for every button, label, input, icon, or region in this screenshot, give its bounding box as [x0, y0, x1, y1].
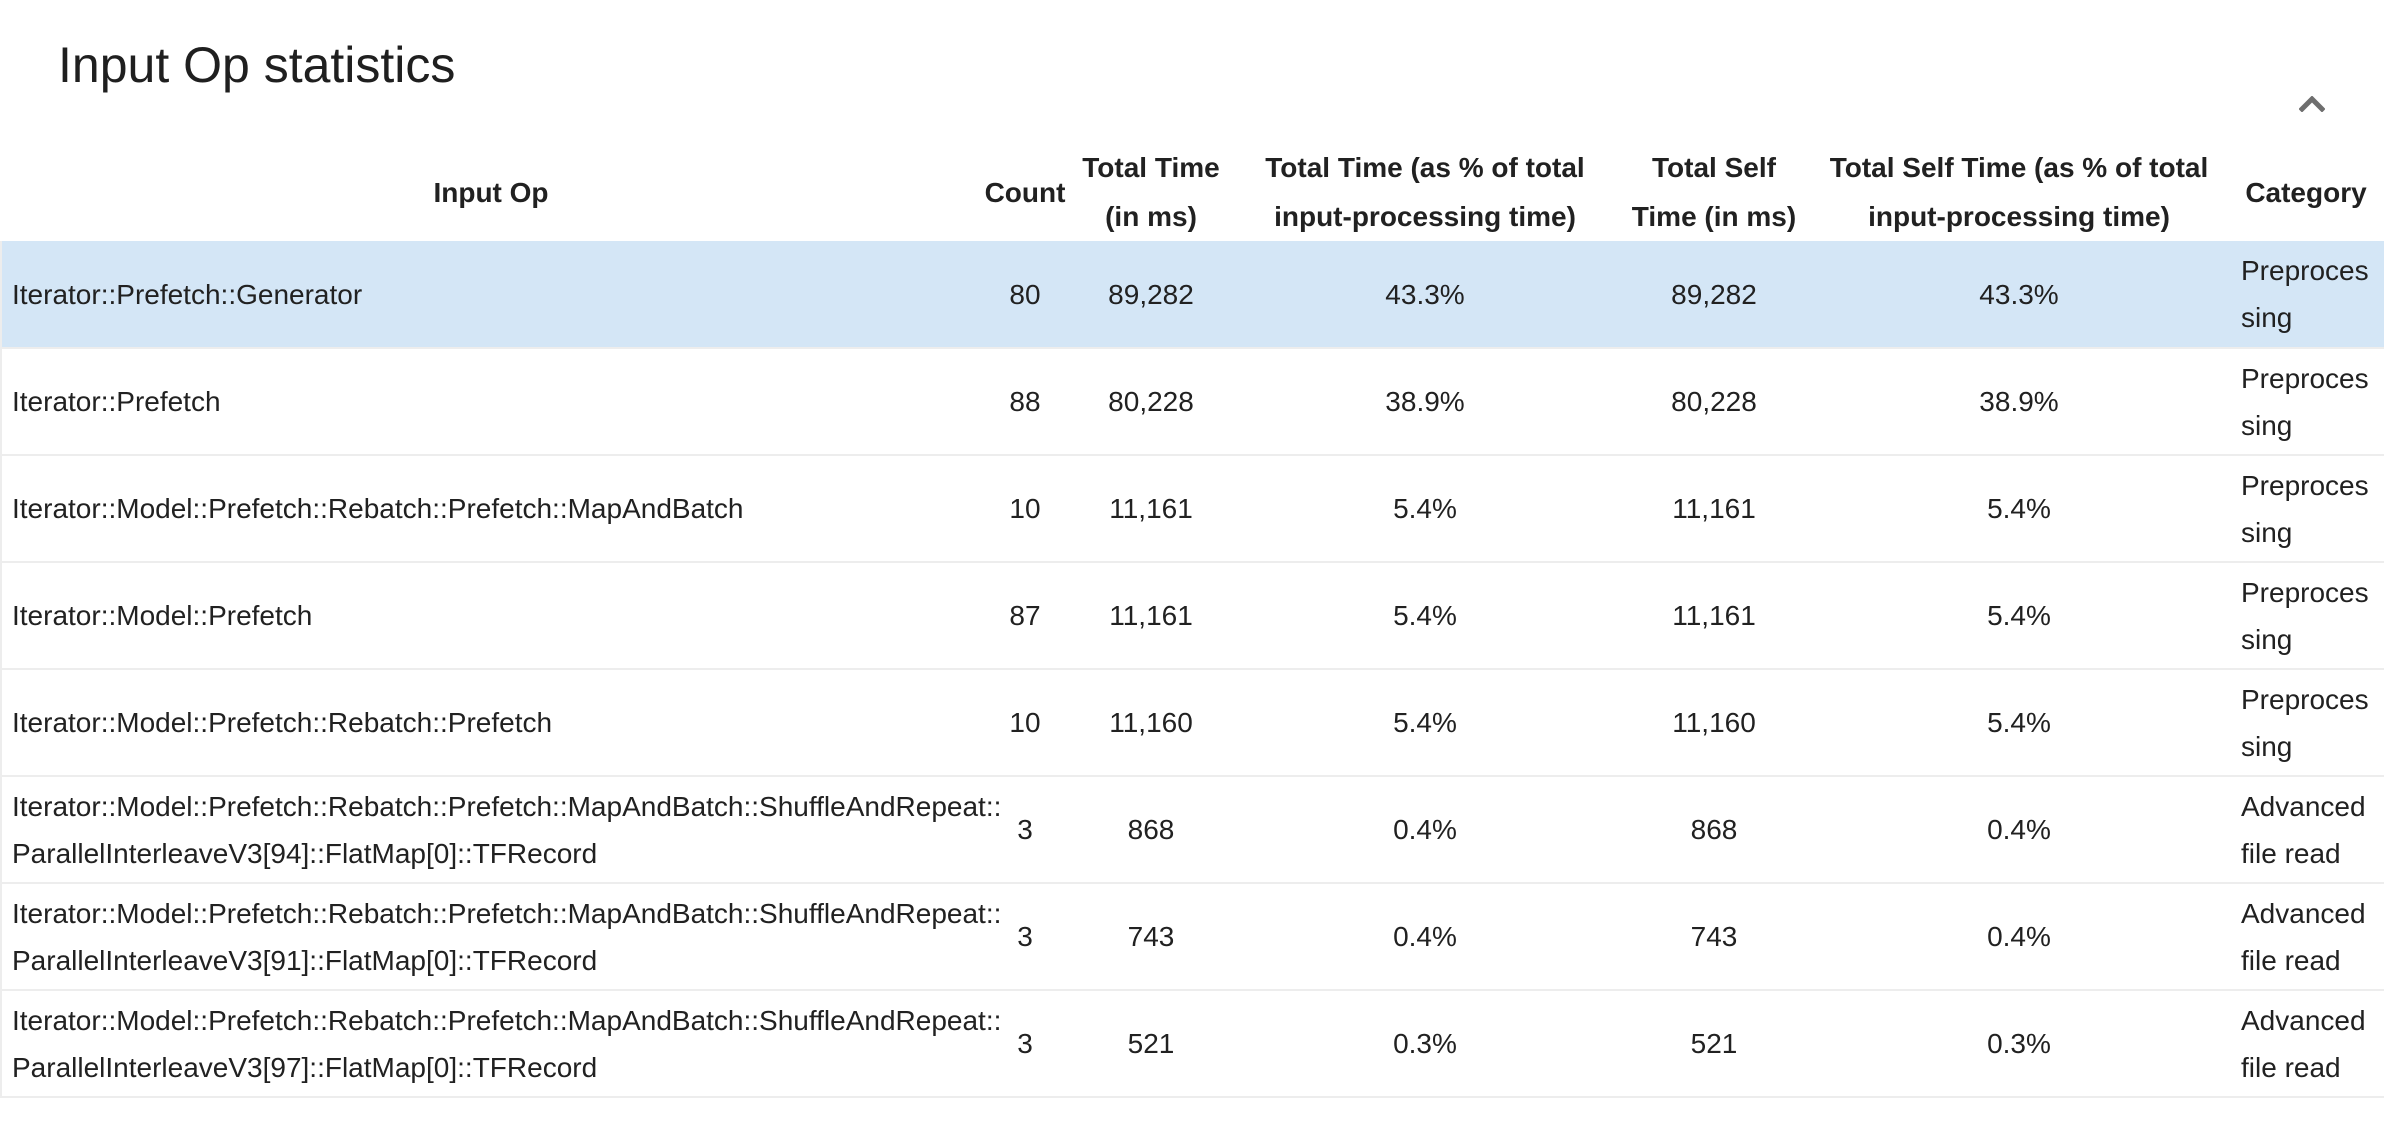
cell-total_time: 11,160: [1069, 669, 1233, 777]
cell-total_time_pct: 5.4%: [1233, 562, 1617, 670]
cell-total_time: 521: [1069, 990, 1233, 1098]
cell-self_time: 11,161: [1617, 562, 1811, 670]
cell-self_time: 868: [1617, 776, 1811, 884]
cell-count: 3: [981, 776, 1069, 884]
column-header-op[interactable]: Input Op: [433, 176, 549, 208]
cell-total_time_pct: 5.4%: [1233, 669, 1617, 777]
table-row[interactable]: Iterator::Model::Prefetch::Rebatch::Pref…: [0, 990, 2384, 1098]
chevron-up-icon: [2299, 96, 2325, 112]
cell-self_time: 521: [1617, 990, 1811, 1098]
cell-category: Preprocessing: [2227, 241, 2384, 349]
input-op-table: Input Op Count Total Time (in ms) Total Tim…: [0, 121, 2384, 1098]
cell-self_time: 11,160: [1617, 669, 1811, 777]
cell-count: 3: [981, 883, 1069, 991]
cell-count: 87: [981, 562, 1069, 670]
cell-total_time_pct: 38.9%: [1233, 348, 1617, 456]
cell-total_time: 743: [1069, 883, 1233, 991]
cell-self_time_pct: 0.3%: [1811, 990, 2227, 1098]
cell-category: Preprocessing: [2227, 455, 2384, 563]
cell-category: Advanced file read: [2227, 990, 2384, 1098]
cell-op: Iterator::Model::Prefetch: [0, 562, 981, 670]
cell-category: Advanced file read: [2227, 883, 2384, 991]
cell-total_time_pct: 43.3%: [1233, 241, 1617, 349]
cell-self_time_pct: 43.3%: [1811, 241, 2227, 349]
table-row[interactable]: Iterator::Model::Prefetch::Rebatch::Pref…: [0, 669, 2384, 777]
table-row[interactable]: Iterator::Model::Prefetch 87 11,161 5.4% 11,…: [0, 562, 2384, 670]
cell-op: Iterator::Model::Prefetch::Rebatch::Pref…: [0, 990, 1001, 1098]
cell-total_time: 89,282: [1069, 241, 1233, 349]
cell-self_time: 11,161: [1617, 455, 1811, 563]
cell-self_time_pct: 0.4%: [1811, 776, 2227, 884]
column-header-self_time_pct[interactable]: Total Self Time (as % of total input-pro…: [1829, 152, 2209, 232]
cell-total_time_pct: 0.4%: [1233, 883, 1617, 991]
cell-total_time: 11,161: [1069, 562, 1233, 670]
cell-self_time: 89,282: [1617, 241, 1811, 349]
cell-category: Advanced file read: [2227, 776, 2384, 884]
cell-count: 80: [981, 241, 1069, 349]
cell-count: 88: [981, 348, 1069, 456]
cell-total_time_pct: 5.4%: [1233, 455, 1617, 563]
cell-total_time: 11,161: [1069, 455, 1233, 563]
column-header-count[interactable]: Count: [984, 176, 1066, 208]
table-row[interactable]: Iterator::Model::Prefetch::Rebatch::Pref…: [0, 883, 2384, 991]
table-row[interactable]: Iterator::Prefetch 88 80,228 38.9% 80,228 38.…: [0, 348, 2384, 456]
cell-category: Preprocessing: [2227, 348, 2384, 456]
cell-count: 10: [981, 669, 1069, 777]
table-header-row: Input Op Count Total Time (in ms) Total Tim…: [1, 121, 2384, 241]
input-op-statistics-panel: Input Op statistics Input Op Count Total T…: [0, 36, 2384, 1130]
cell-op: Iterator::Model::Prefetch::Rebatch::Pref…: [0, 669, 981, 777]
cell-self_time_pct: 5.4%: [1811, 669, 2227, 777]
cell-total_time_pct: 0.3%: [1233, 990, 1617, 1098]
cell-category: Preprocessing: [2227, 669, 2384, 777]
cell-count: 10: [981, 455, 1069, 563]
cell-total_time_pct: 0.4%: [1233, 776, 1617, 884]
cell-op: Iterator::Model::Prefetch::Rebatch::Pref…: [0, 776, 1001, 884]
panel-title: Input Op statistics: [58, 37, 456, 93]
table-row[interactable]: Iterator::Model::Prefetch::Rebatch::Pref…: [0, 776, 2384, 884]
cell-self_time: 743: [1617, 883, 1811, 991]
collapse-button[interactable]: [2282, 78, 2342, 130]
column-header-category[interactable]: Category: [2245, 176, 2367, 208]
cell-total_time: 80,228: [1069, 348, 1233, 456]
cell-op: Iterator::Prefetch::Generator: [0, 241, 981, 349]
cell-self_time: 80,228: [1617, 348, 1811, 456]
table-row[interactable]: Iterator::Prefetch::Generator 80 89,282 43.…: [0, 241, 2384, 349]
column-header-self_time[interactable]: Total Self Time (in ms): [1631, 152, 1797, 232]
table-row[interactable]: Iterator::Model::Prefetch::Rebatch::Pref…: [0, 455, 2384, 563]
cell-op: Iterator::Model::Prefetch::Rebatch::Pref…: [0, 883, 1001, 991]
cell-self_time_pct: 5.4%: [1811, 455, 2227, 563]
cell-self_time_pct: 38.9%: [1811, 348, 2227, 456]
cell-total_time: 868: [1069, 776, 1233, 884]
column-header-total_time_pct[interactable]: Total Time (as % of total input-processi…: [1265, 152, 1585, 232]
column-header-total_time[interactable]: Total Time (in ms): [1082, 152, 1220, 232]
cell-self_time_pct: 0.4%: [1811, 883, 2227, 991]
cell-category: Preprocessing: [2227, 562, 2384, 670]
cell-self_time_pct: 5.4%: [1811, 562, 2227, 670]
cell-op: Iterator::Model::Prefetch::Rebatch::Pref…: [0, 455, 981, 563]
cell-op: Iterator::Prefetch: [0, 348, 981, 456]
